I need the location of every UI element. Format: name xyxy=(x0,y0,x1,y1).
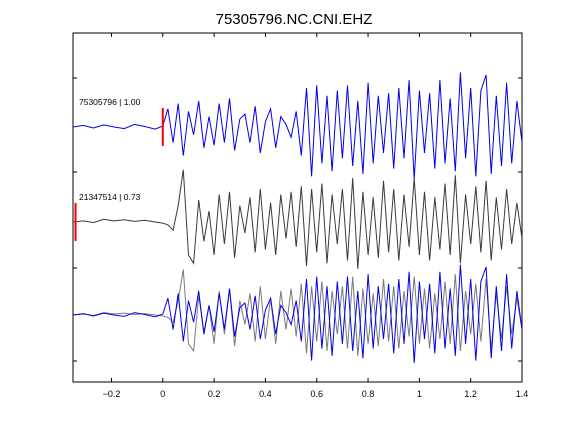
x-axis: −0.2 0 0.2 0.4 0.6 0.8 1 1.2 1.4 xyxy=(103,33,529,399)
x-tick-label: 0.8 xyxy=(362,389,375,399)
trace-labels: 75305796 | 1.00 21347514 | 0.73 xyxy=(79,97,141,202)
waveform-traces xyxy=(72,72,523,364)
trace-match-line xyxy=(72,169,523,269)
x-tick-label: 0.4 xyxy=(259,389,272,399)
trace-reference-line xyxy=(72,72,523,180)
chart-title: 75305796.NC.CNI.EHZ xyxy=(216,11,373,28)
x-tick-label: 0.6 xyxy=(310,389,323,399)
overlay-reference-line xyxy=(72,264,523,364)
x-tick-label: −0.2 xyxy=(103,389,121,399)
x-tick-label: 1.2 xyxy=(464,389,477,399)
x-tick-label: 0.2 xyxy=(208,389,221,399)
x-tick-label: 0 xyxy=(160,389,165,399)
x-tick-label: 1.4 xyxy=(516,389,529,399)
y-axis-ticks xyxy=(73,77,522,362)
x-tick-label: 1 xyxy=(417,389,422,399)
plot-frame xyxy=(72,32,523,383)
pick-markers xyxy=(74,108,164,241)
trace-label-reference: 75305796 | 1.00 xyxy=(79,97,141,107)
trace-label-match: 21347514 | 0.73 xyxy=(79,192,141,202)
